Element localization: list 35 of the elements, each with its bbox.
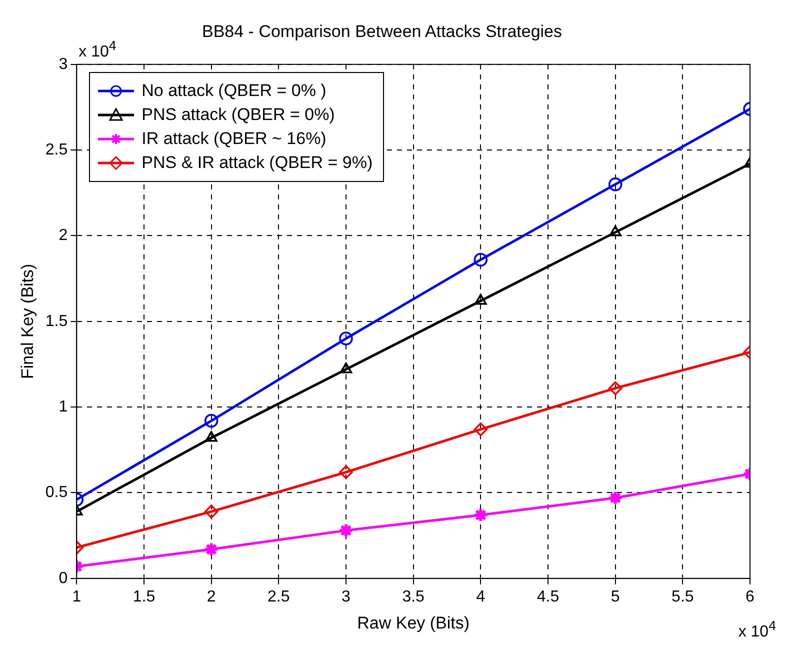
x-tick-label: 2.5 <box>268 588 290 606</box>
point <box>338 522 354 538</box>
x-tick-label: 6 <box>746 588 755 606</box>
point <box>474 294 487 305</box>
point <box>339 332 353 346</box>
text: x 10$^{4}$ <box>78 38 116 62</box>
legend-label: PNS attack (QBER = 0%) <box>142 104 335 126</box>
point <box>474 422 488 436</box>
y-tick-label: 1.5 <box>45 312 68 330</box>
y-tick-label: 1 <box>58 398 68 416</box>
x-tick-label: 5 <box>610 588 620 606</box>
y-tick-label: 0.5 <box>45 484 68 502</box>
x-tick-label: 1.5 <box>132 588 156 606</box>
text: x 10$^{4}$ <box>738 618 776 642</box>
legend-label: PNS & IR attack (QBER = 9%) <box>142 152 373 174</box>
y-tick-label: 0 <box>58 570 68 587</box>
x-tick-label: 4.5 <box>536 588 560 606</box>
legend-label: IR attack (QBER ~ 16%) <box>142 128 326 150</box>
y-axis-title: Final Key (Bits) <box>18 264 37 380</box>
x-tick-label: 2 <box>206 588 216 606</box>
point <box>474 252 488 267</box>
x-axis-title: Raw Key (Bits) <box>357 613 470 632</box>
chart-title: BB84 - Comparison Between Attacks Strategies <box>202 22 562 41</box>
y-tick-label: 2.5 <box>45 141 68 158</box>
legend-label: No attack (QBER = 0% ) <box>142 80 326 102</box>
y-tick-label: 3 <box>58 56 68 73</box>
point <box>473 508 488 523</box>
x-tick-label: 3 <box>342 588 351 606</box>
x-tick-label: 4 <box>476 588 486 606</box>
point <box>339 465 353 480</box>
x-tick-label: 3.5 <box>402 588 425 606</box>
point <box>340 362 352 374</box>
x-tick-label: 1 <box>72 588 82 606</box>
x-tick-label: 5.5 <box>672 588 694 606</box>
y-tick-label: 2 <box>58 227 68 244</box>
